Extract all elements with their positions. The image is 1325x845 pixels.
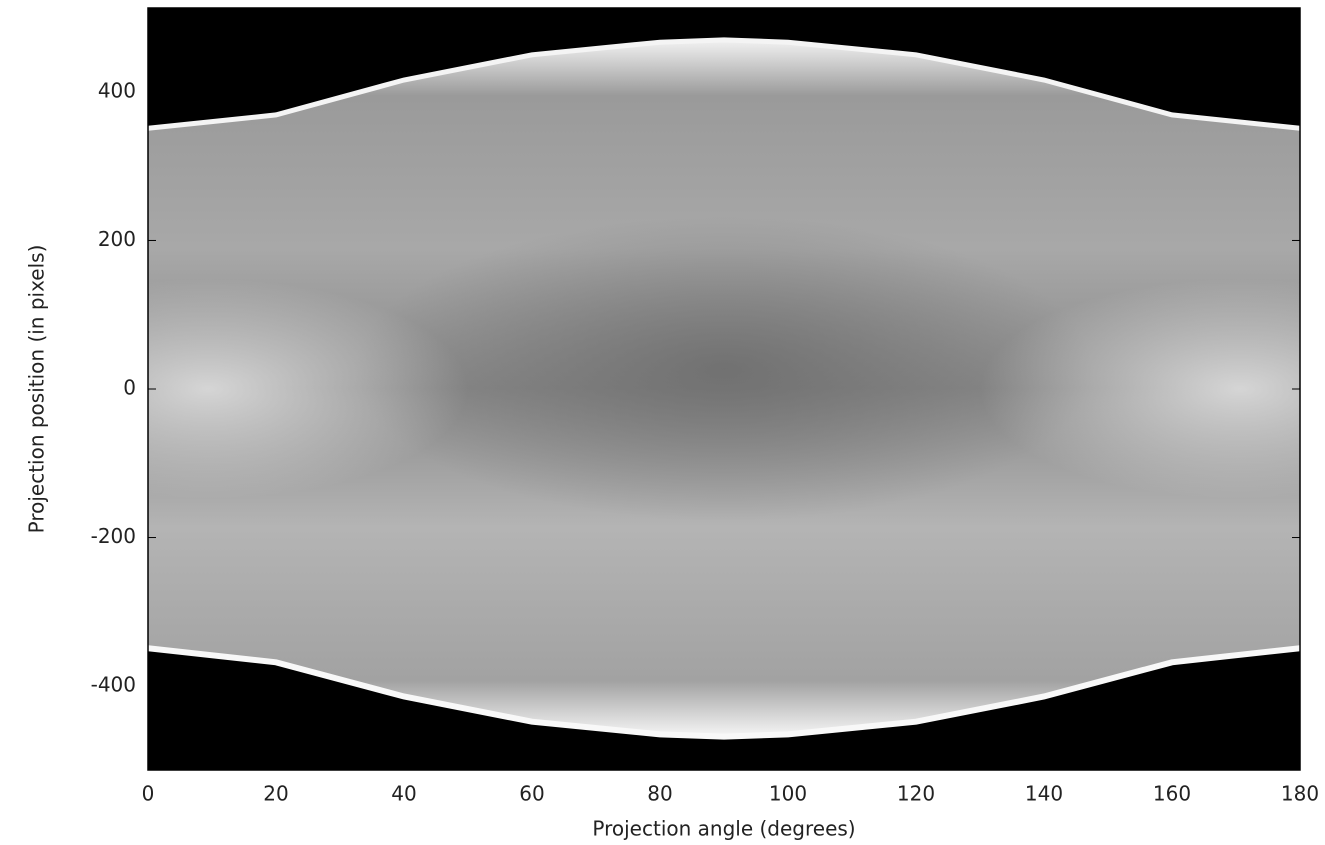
x-tick-label: 100	[769, 782, 807, 806]
upper-edge	[148, 37, 1300, 131]
lower-edge	[148, 645, 1300, 740]
y-tick-label: 400	[98, 78, 136, 102]
x-tick-label: 140	[1025, 782, 1063, 806]
y-axis-label: Projection position (in pixels)	[25, 245, 49, 534]
texture	[980, 279, 1300, 499]
y-tick-label: 200	[98, 227, 136, 251]
texture	[355, 216, 1093, 522]
x-axis-label: Projection angle (degrees)	[592, 817, 855, 841]
y-tick-label: 0	[123, 376, 136, 400]
x-tick-label: 160	[1153, 782, 1191, 806]
y-tick-label: -400	[91, 673, 136, 697]
x-tick-label: 180	[1281, 782, 1319, 806]
x-tick-label: 0	[142, 782, 155, 806]
x-tick-label: 40	[391, 782, 416, 806]
x-tick-label: 120	[897, 782, 935, 806]
texture	[148, 279, 468, 499]
y-tick-label: -200	[91, 524, 136, 548]
x-tick-label: 20	[263, 782, 288, 806]
plot-area	[148, 37, 1300, 740]
x-tick-label: 60	[519, 782, 544, 806]
x-tick-label: 80	[647, 782, 672, 806]
